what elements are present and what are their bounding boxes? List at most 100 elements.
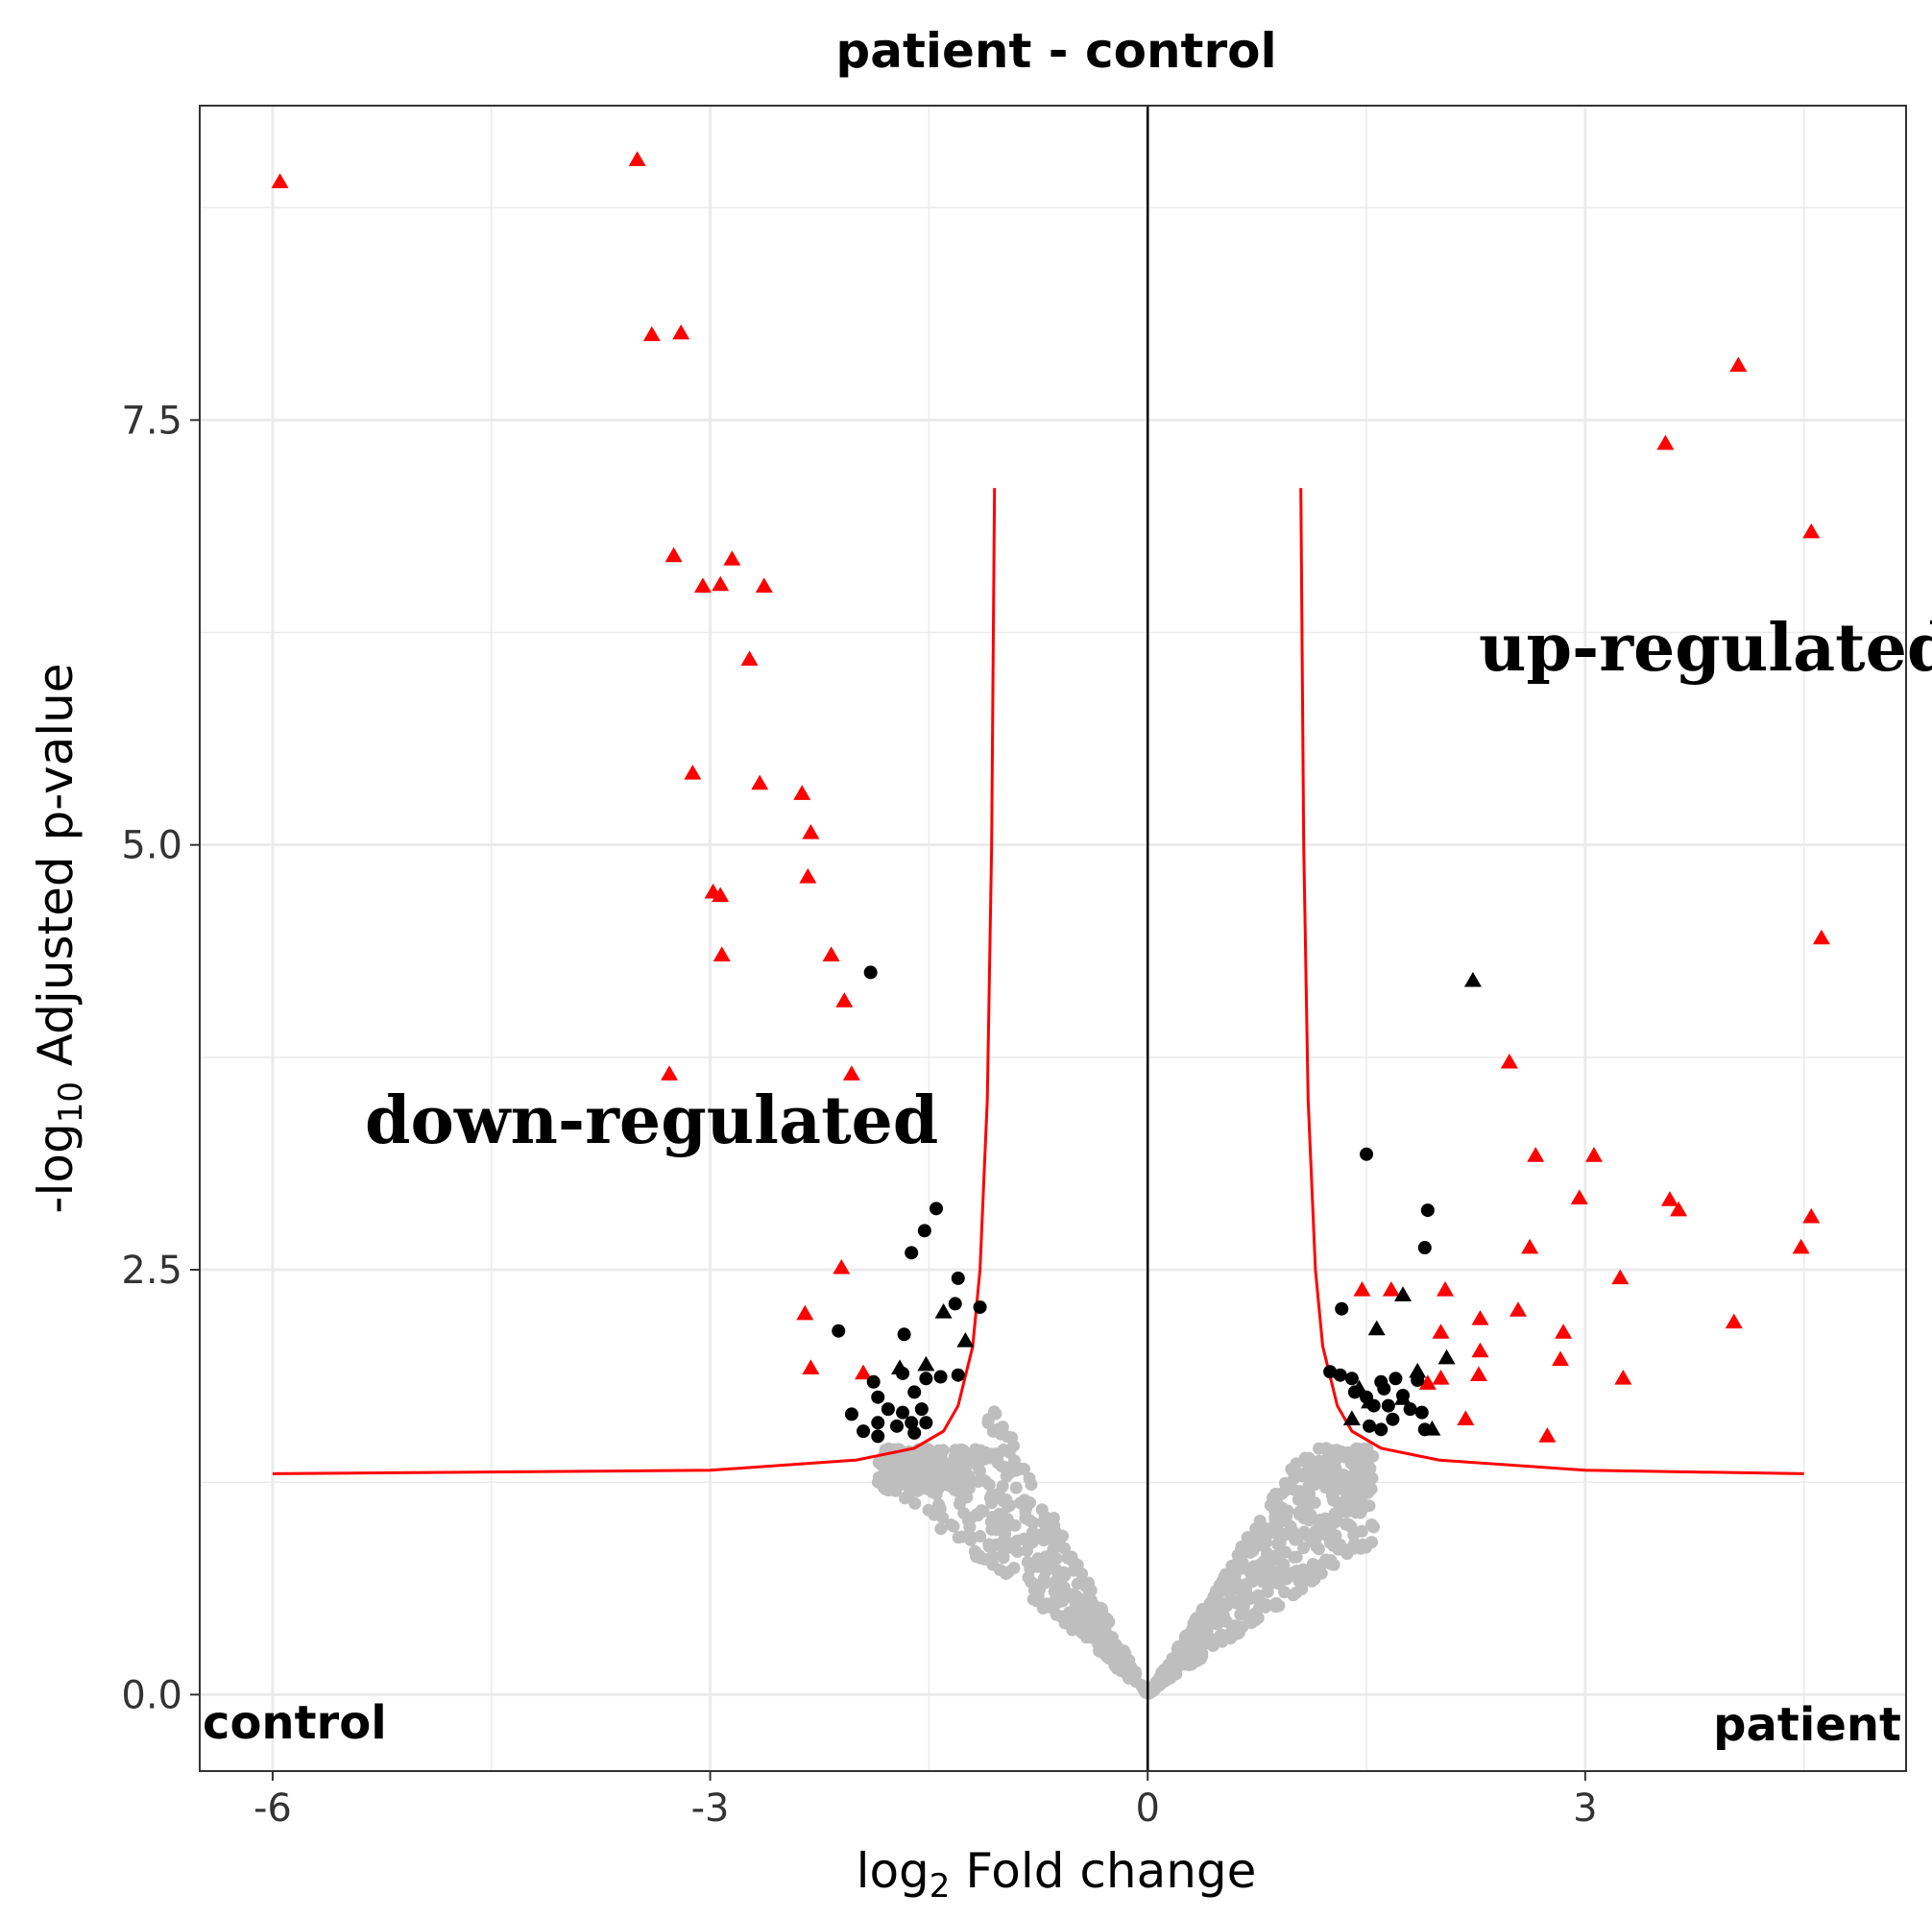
- gray-point: [1306, 1558, 1319, 1571]
- gray-point: [1290, 1457, 1303, 1470]
- near_threshold_circle-point: [1420, 1203, 1435, 1218]
- near_threshold_circle-point: [896, 1405, 910, 1420]
- gray-point: [1023, 1471, 1036, 1485]
- gray-point: [997, 1444, 1010, 1457]
- gray-point: [986, 1510, 1000, 1523]
- near_threshold_circle-point: [857, 1424, 871, 1439]
- gray-point: [1269, 1600, 1283, 1614]
- gray-point: [970, 1550, 983, 1564]
- gray-point: [1075, 1593, 1088, 1607]
- significant-point: [842, 1065, 860, 1081]
- significant-point: [802, 1359, 820, 1374]
- significant-point: [1471, 1310, 1489, 1325]
- y-tick-label: 2.5: [121, 1249, 182, 1293]
- plot-border: [199, 105, 1907, 1772]
- gray-point: [989, 1538, 1002, 1551]
- significant-point: [1555, 1324, 1573, 1339]
- gray-point: [1274, 1526, 1288, 1540]
- near_threshold_circle-point: [866, 1374, 881, 1389]
- x-tick-label: 3: [1573, 1786, 1597, 1831]
- gray-point: [1014, 1462, 1027, 1475]
- significant-point: [661, 1065, 679, 1081]
- near_threshold_circle-point: [1344, 1372, 1359, 1386]
- significant-point: [740, 650, 759, 667]
- gray-point: [1233, 1621, 1246, 1635]
- near_threshold_circle-point: [863, 965, 878, 980]
- significant-point: [712, 887, 730, 903]
- gray-point: [1290, 1550, 1303, 1564]
- significant-point: [802, 823, 820, 839]
- near_threshold_circle-point: [1403, 1402, 1417, 1417]
- grid-lines: [200, 106, 1906, 1771]
- gray-point: [1202, 1631, 1216, 1644]
- near_threshold_circle-point: [1333, 1368, 1347, 1382]
- plot-panel: [199, 105, 1907, 1772]
- gray-point: [1066, 1623, 1079, 1637]
- near_threshold_circle-point: [1386, 1412, 1400, 1426]
- gray-point: [1313, 1464, 1326, 1477]
- chart-title: patient - control: [835, 23, 1276, 79]
- significant-point: [1527, 1147, 1545, 1162]
- gray-point: [1261, 1546, 1274, 1560]
- gray-point: [1006, 1439, 1020, 1452]
- gray-point: [954, 1494, 968, 1507]
- near_threshold_circle-point: [1335, 1301, 1349, 1316]
- gray-point: [1057, 1581, 1071, 1594]
- nonsignificant-points: [871, 1405, 1381, 1700]
- gray-point: [1253, 1521, 1267, 1535]
- gray-point: [1062, 1607, 1075, 1620]
- near_threshold_circle-point: [1381, 1398, 1395, 1413]
- gray-point: [928, 1508, 941, 1521]
- y-axis-title-subscript: 10: [52, 1081, 90, 1123]
- gray-point: [1243, 1535, 1256, 1548]
- gray-point: [1318, 1477, 1332, 1491]
- near_threshold_circle-point: [1414, 1405, 1429, 1420]
- gray-point: [1105, 1631, 1119, 1644]
- significant-point: [1570, 1189, 1588, 1205]
- near_threshold_triangle-point: [1423, 1421, 1441, 1436]
- gray-point: [1122, 1670, 1135, 1684]
- plot-background: [200, 106, 1906, 1771]
- near_threshold_triangle-point: [917, 1355, 935, 1372]
- significant-point: [835, 992, 854, 1008]
- near_threshold_circle-point: [1389, 1372, 1403, 1386]
- near_threshold_circle-point: [919, 1372, 933, 1386]
- gray-point: [1312, 1542, 1325, 1556]
- gray-point: [1355, 1448, 1368, 1462]
- significant-point: [1670, 1201, 1688, 1217]
- x-axis-title-subscript: 2: [930, 1867, 951, 1906]
- gray-point: [1001, 1513, 1014, 1526]
- near_threshold_circle-point: [871, 1390, 885, 1404]
- near_threshold_circle-point: [948, 1297, 962, 1311]
- near_threshold_circle-point: [1374, 1422, 1389, 1437]
- significant-point: [723, 550, 741, 566]
- near_threshold_triangle-point: [956, 1332, 975, 1348]
- significant-point: [712, 575, 730, 592]
- significant-point: [642, 326, 661, 342]
- gray-point: [1248, 1614, 1262, 1627]
- gray-point: [1214, 1611, 1227, 1624]
- significant-point: [833, 1258, 851, 1275]
- significant-point: [1500, 1053, 1518, 1069]
- gray-point: [944, 1518, 957, 1531]
- threshold-curve-left: [272, 488, 997, 1475]
- gray-point: [873, 1472, 886, 1486]
- gray-point: [1283, 1478, 1296, 1492]
- gray-point: [1096, 1606, 1109, 1619]
- y-tick-label: 0.0: [121, 1673, 182, 1717]
- gray-point: [1071, 1558, 1084, 1571]
- gray-point: [1254, 1535, 1268, 1548]
- gray-point: [999, 1527, 1012, 1541]
- gray-point: [1284, 1569, 1297, 1583]
- significant-point: [855, 1364, 873, 1380]
- gray-point: [1178, 1654, 1192, 1667]
- gray-point: [1270, 1494, 1284, 1507]
- gray-point: [1026, 1592, 1040, 1606]
- gray-point: [934, 1522, 948, 1536]
- gray-point: [996, 1421, 1009, 1434]
- gray-point: [1218, 1577, 1231, 1591]
- near_threshold_triangle-point: [891, 1359, 909, 1374]
- gray-point: [1025, 1575, 1038, 1589]
- gray-point: [1003, 1498, 1017, 1512]
- gray-point: [1288, 1528, 1301, 1542]
